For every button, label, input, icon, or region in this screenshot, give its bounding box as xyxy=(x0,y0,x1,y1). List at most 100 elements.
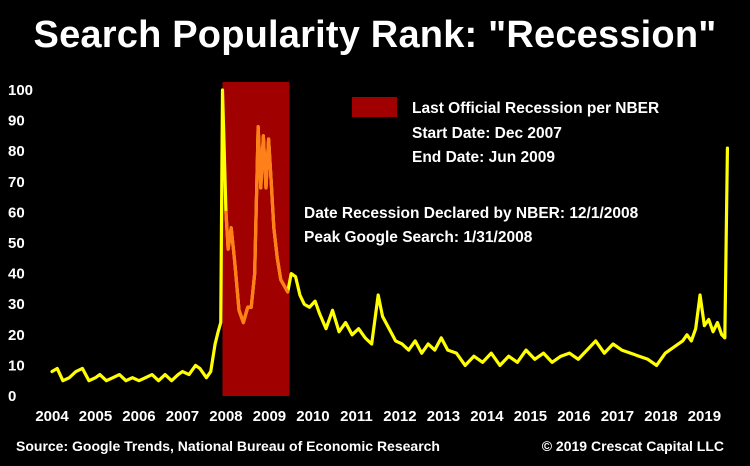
data-point xyxy=(420,352,423,354)
data-point xyxy=(170,379,173,382)
data-point xyxy=(56,367,59,370)
data-point xyxy=(551,361,553,364)
data-point xyxy=(138,379,140,382)
x-tick-label: 2010 xyxy=(296,408,329,425)
data-point xyxy=(253,272,256,275)
data-point xyxy=(401,343,403,345)
data-point xyxy=(314,300,316,302)
data-point xyxy=(99,373,101,376)
data-point xyxy=(318,312,321,315)
data-point xyxy=(331,309,334,312)
data-point xyxy=(325,327,327,330)
x-tick-label: 2017 xyxy=(601,408,634,425)
x-tick-label: 2005 xyxy=(79,408,112,425)
data-point xyxy=(427,343,430,345)
data-point xyxy=(267,138,270,140)
x-tick-label: 2008 xyxy=(209,408,242,425)
data-point xyxy=(105,379,108,382)
x-tick-label: 2019 xyxy=(688,408,721,425)
data-point xyxy=(338,330,340,333)
data-point xyxy=(273,226,275,229)
data-point xyxy=(703,324,706,327)
data-point xyxy=(276,257,279,260)
data-point xyxy=(294,275,297,278)
data-point xyxy=(716,321,719,324)
data-point xyxy=(381,315,384,318)
data-point xyxy=(568,352,571,354)
data-point xyxy=(533,358,536,361)
data-point xyxy=(246,306,249,309)
data-point xyxy=(259,187,262,189)
x-tick-label: 2016 xyxy=(557,408,590,425)
x-tick-label: 2015 xyxy=(514,408,547,425)
data-point xyxy=(694,327,697,330)
data-point xyxy=(88,379,90,382)
data-point xyxy=(499,364,501,367)
y-tick-label: 40 xyxy=(8,266,25,283)
data-point xyxy=(157,379,160,382)
data-point xyxy=(118,373,121,376)
data-point xyxy=(629,352,632,354)
data-point xyxy=(242,321,245,324)
data-point xyxy=(464,364,466,367)
data-point xyxy=(394,340,397,342)
data-point xyxy=(112,376,114,379)
data-point xyxy=(214,343,216,345)
series-line-search-rank xyxy=(50,88,730,383)
data-point xyxy=(351,334,353,336)
data-point xyxy=(205,376,208,379)
data-point xyxy=(283,285,286,287)
data-point xyxy=(560,355,562,358)
data-point xyxy=(388,327,390,330)
data-point xyxy=(286,291,289,293)
data-point xyxy=(75,370,77,373)
data-point xyxy=(712,330,714,333)
data-point xyxy=(707,318,710,321)
data-point xyxy=(81,367,84,370)
data-point xyxy=(177,373,179,376)
legend-swatch-recession xyxy=(352,97,397,117)
y-tick-label: 50 xyxy=(8,235,25,252)
data-point xyxy=(364,337,366,339)
data-point xyxy=(299,294,301,296)
data-point xyxy=(68,376,71,379)
x-tick-label: 2014 xyxy=(470,408,504,425)
data-point xyxy=(357,327,360,330)
data-point xyxy=(726,147,729,149)
x-tick-label: 2006 xyxy=(122,408,155,425)
data-point xyxy=(164,373,166,376)
data-point xyxy=(673,346,675,348)
data-point xyxy=(720,334,723,336)
data-point xyxy=(525,349,527,351)
annotation-declared-date: Date Recession Declared by NBER: 12/1/20… xyxy=(304,205,639,222)
data-point xyxy=(686,334,688,336)
y-tick-label: 70 xyxy=(8,174,25,191)
copyright-note: © 2019 Crescat Capital LLC xyxy=(541,438,724,454)
annotation-peak-search: Peak Google Search: 1/31/2008 xyxy=(304,229,533,246)
y-tick-label: 80 xyxy=(8,143,25,160)
data-point xyxy=(638,355,640,358)
data-point xyxy=(290,272,293,275)
data-point xyxy=(227,248,229,250)
x-tick-label: 2013 xyxy=(427,408,460,425)
data-point xyxy=(516,361,519,364)
data-point xyxy=(344,321,347,324)
data-point xyxy=(131,376,134,379)
data-point xyxy=(308,306,311,309)
data-point xyxy=(664,352,667,354)
data-point xyxy=(699,294,701,296)
data-point xyxy=(490,352,493,354)
data-point xyxy=(433,349,436,351)
data-point xyxy=(94,376,97,379)
data-point xyxy=(507,355,510,358)
data-point xyxy=(219,321,222,324)
data-point xyxy=(414,340,416,342)
data-point xyxy=(209,370,212,373)
data-point xyxy=(655,364,658,367)
data-point xyxy=(257,125,259,128)
data-point xyxy=(279,278,282,281)
data-point xyxy=(221,89,224,91)
legend-start-date: Start Date: Dec 2007 xyxy=(412,125,562,142)
data-point xyxy=(473,355,475,358)
